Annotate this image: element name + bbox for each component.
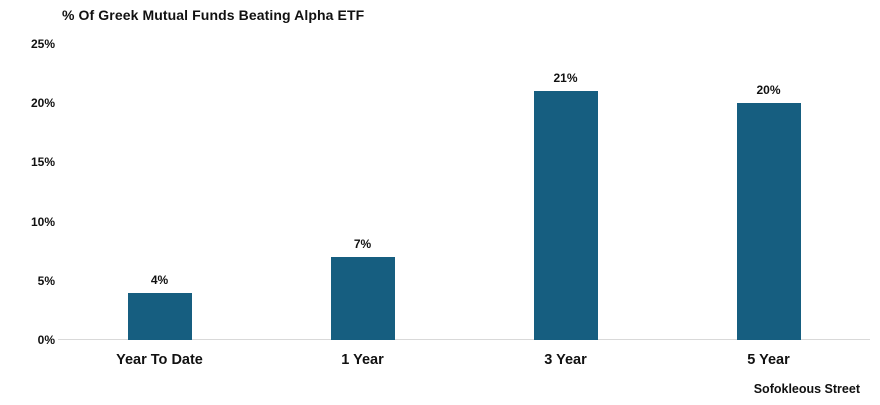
source-label: Sofokleous Street [753, 382, 860, 396]
y-axis-tick-label: 0% [37, 333, 55, 347]
x-axis-label: 1 Year [341, 352, 384, 368]
bar [127, 292, 192, 340]
bar-value-label: 7% [353, 237, 372, 252]
bar [533, 91, 598, 340]
y-axis-tick-label: 15% [30, 155, 55, 170]
y-axis-tick-label: 5% [37, 273, 55, 288]
y-axis-tick-label: 10% [30, 214, 55, 229]
bar-value-label: 20% [756, 83, 781, 98]
x-axis-line [58, 339, 870, 340]
bar-value-label: 21% [553, 71, 578, 86]
chart-title: % Of Greek Mutual Funds Beating Alpha ET… [62, 7, 365, 23]
x-axis-label: 3 Year [544, 352, 587, 368]
y-axis-tick-label: 20% [30, 96, 55, 111]
y-axis-tick-label: 25% [30, 37, 55, 51]
bar [736, 103, 801, 340]
x-axis-label: 5 Year [747, 352, 790, 368]
bar-value-label: 4% [150, 272, 169, 287]
x-axis-label: Year To Date [116, 352, 203, 368]
plot-area: 4% 7% 21% 20% [58, 44, 870, 340]
bar [330, 257, 395, 340]
